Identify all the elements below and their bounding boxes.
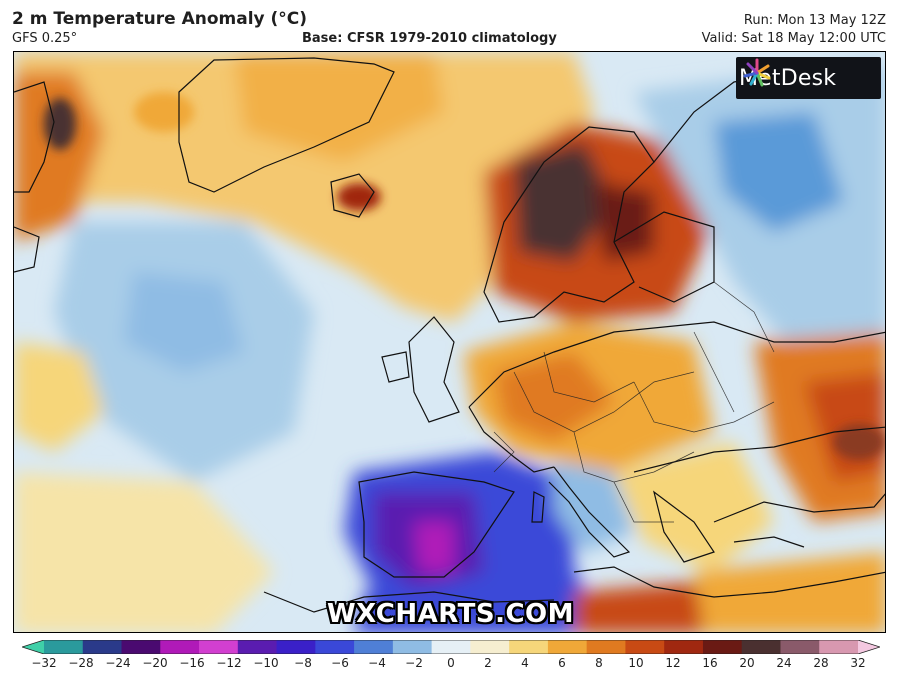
colorbar-tick-label: −6 bbox=[331, 656, 349, 670]
colorbar-segment bbox=[354, 640, 394, 654]
colorbar-tick-label: 4 bbox=[521, 656, 529, 670]
coastlines bbox=[14, 57, 885, 613]
colorbar-tick-label: 8 bbox=[595, 656, 603, 670]
colorbar-tick-label: 28 bbox=[813, 656, 829, 670]
colorbar-tick-label: 6 bbox=[558, 656, 566, 670]
temperature-anomaly-map[interactable]: MetDesk WXCHARTS.COM bbox=[13, 51, 886, 633]
colorbar-tick-label: −8 bbox=[294, 656, 312, 670]
colorbar-segment bbox=[431, 640, 471, 654]
colorbar-tick-label: 2 bbox=[484, 656, 492, 670]
colorbar-segment bbox=[625, 640, 665, 654]
colorbar-tick-label: 20 bbox=[739, 656, 755, 670]
colorbar-segment bbox=[160, 640, 200, 654]
colorbar-segment bbox=[509, 640, 549, 654]
colorbar-tick-label: 16 bbox=[702, 656, 718, 670]
colorbar-segment bbox=[470, 640, 510, 654]
colorbar-segment bbox=[586, 640, 626, 654]
starburst-logo-icon bbox=[743, 58, 771, 87]
colorbar-segment bbox=[547, 640, 588, 654]
colorbar-segment bbox=[741, 640, 781, 654]
colorbar-tick-labels: −32 −28 −24 −20 −16 −12 −10 −8 −6 −4 −2 0 2 4 6 8 10 12 16… bbox=[0, 656, 900, 676]
colorbar bbox=[22, 640, 880, 654]
colorbar-tick-label: −24 bbox=[105, 656, 131, 670]
colorbar-segment bbox=[199, 640, 239, 654]
climatology-base-label: Base: CFSR 1979-2010 climatology bbox=[302, 31, 557, 46]
colorbar-segment bbox=[664, 640, 704, 654]
watermark: WXCHARTS.COM bbox=[327, 599, 575, 629]
colorbar-tick-label: 12 bbox=[665, 656, 681, 670]
colorbar-tick-label: −2 bbox=[405, 656, 423, 670]
country-borders bbox=[493, 281, 775, 523]
chart-title: 2 m Temperature Anomaly (°C) bbox=[12, 9, 308, 29]
colorbar-tick-label: −16 bbox=[179, 656, 205, 670]
colorbar-segment bbox=[702, 640, 743, 654]
metdesk-logo: MetDesk bbox=[736, 57, 881, 99]
colorbar-segment bbox=[315, 640, 355, 654]
model-label: GFS 0.25° bbox=[12, 31, 78, 46]
colorbar-tick-label: 24 bbox=[776, 656, 792, 670]
colorbar-tick-label: −28 bbox=[68, 656, 94, 670]
valid-time-label: Valid: Sat 18 May 12:00 UTC bbox=[701, 31, 886, 46]
colorbar-segment bbox=[121, 640, 161, 654]
colorbar-segment bbox=[44, 640, 84, 654]
colorbar-tick-label: −32 bbox=[31, 656, 57, 670]
colorbar-tick-label: 0 bbox=[447, 656, 455, 670]
colorbar-tick-label: −10 bbox=[253, 656, 279, 670]
colorbar-tick-label: −20 bbox=[142, 656, 168, 670]
colorbar-segment bbox=[392, 640, 433, 654]
colorbar-segment bbox=[82, 640, 123, 654]
colorbar-tick-label: −4 bbox=[368, 656, 386, 670]
colorbar-segment bbox=[780, 640, 820, 654]
colorbar-segment bbox=[819, 640, 859, 654]
colorbar-arrow-low bbox=[22, 640, 44, 654]
colorbar-tick-label: −12 bbox=[216, 656, 242, 670]
colorbar-segment bbox=[237, 640, 278, 654]
colorbar-tick-label: 10 bbox=[628, 656, 644, 670]
run-time-label: Run: Mon 13 May 12Z bbox=[743, 13, 886, 28]
colorbar-tick-label: 32 bbox=[850, 656, 866, 670]
colorbar-segment bbox=[276, 640, 316, 654]
anomaly-field bbox=[14, 52, 885, 632]
colorbar-arrow-high bbox=[858, 640, 880, 654]
